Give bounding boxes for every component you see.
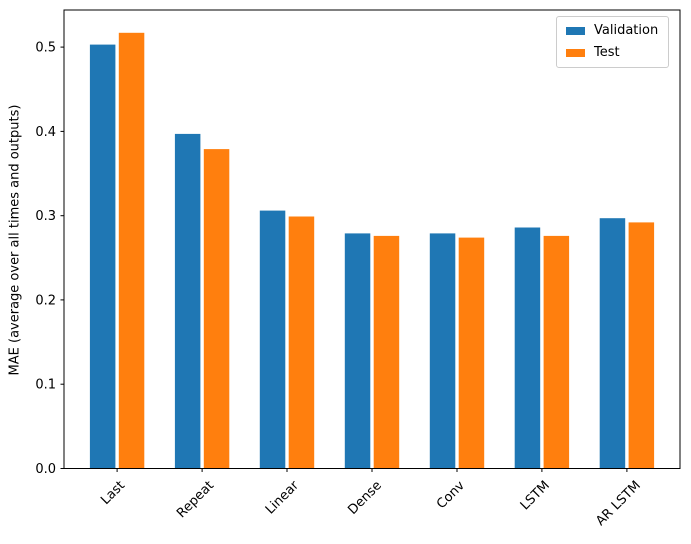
bar-test-last [118,32,145,469]
legend-item-validation: Validation [566,23,658,39]
bar-test-repeat [203,149,230,469]
legend-box: Validation Test [556,16,670,68]
x-tick-label-dense: Dense [345,478,385,518]
y-tick-label: 0.1 [35,378,56,393]
bar-validation-dense [344,233,371,469]
validation-color-swatch [566,27,585,35]
legend-item-test: Test [566,45,658,61]
bar-validation-ar-lstm [599,218,626,469]
x-tick-label-linear: Linear [263,478,303,518]
bar-validation-last [89,44,116,469]
bar-validation-conv [429,233,456,469]
axes-spines [63,9,681,469]
x-tick-label-repeat: Repeat [174,478,217,521]
bar-test-ar-lstm [628,222,655,469]
x-tick-label-conv: Conv [434,478,468,512]
y-axis-label: MAE (average over all times and outputs) [7,104,23,376]
x-tick-label-last: Last [98,478,128,508]
bar-test-dense [373,235,400,469]
y-tick-label: 0.2 [35,293,56,308]
y-tick-label: 0.5 [35,41,56,56]
bar-validation-lstm [514,227,541,469]
bar-validation-linear [259,210,286,469]
bar-test-linear [288,216,315,469]
bar-test-conv [458,237,485,469]
y-tick-label: 0.0 [35,462,56,477]
legend-label-validation: Validation [594,23,659,38]
y-tick-label: 0.3 [35,209,56,224]
bar-test-lstm [543,235,570,469]
x-tick-label-lstm: LSTM [518,478,553,513]
legend-label-test: Test [594,45,620,60]
bar-validation-repeat [174,133,201,469]
x-tick-label-ar-lstm: AR LSTM [593,478,644,529]
y-tick-label: 0.4 [35,125,56,140]
test-color-swatch [566,49,585,57]
